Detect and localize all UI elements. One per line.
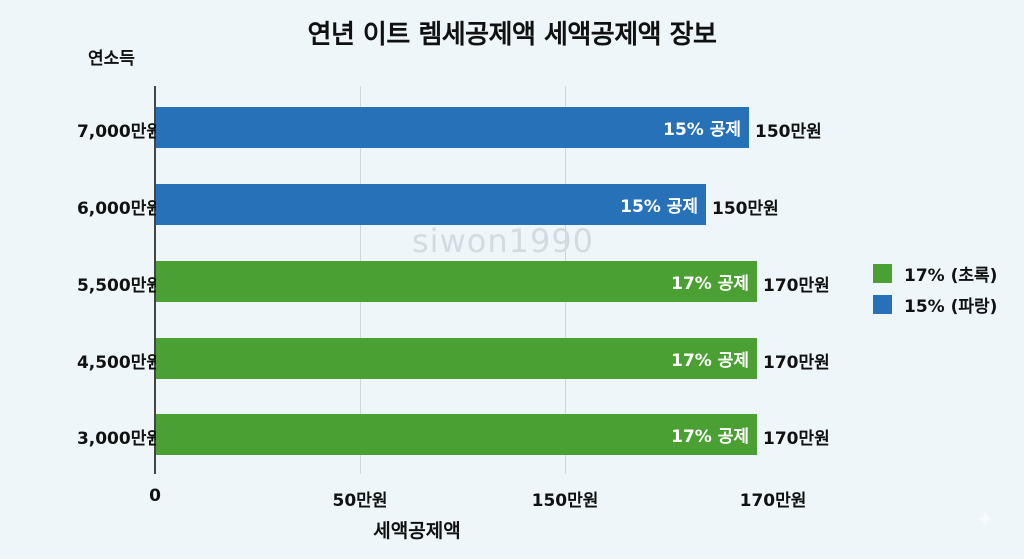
legend-item: 15% (파랑): [873, 291, 997, 318]
bar-value-label: 150만원: [755, 122, 822, 142]
y-axis-title: 연소득: [88, 49, 135, 69]
bar-label: 17% 공제: [671, 274, 749, 294]
bar-label: 15% 공제: [620, 197, 698, 217]
bar: 17% 공제: [156, 261, 757, 302]
bar-value-label: 170만원: [763, 353, 830, 373]
x-axis-title-text: 세액공제액: [373, 520, 461, 542]
bar: 15% 공제: [156, 107, 749, 148]
bar-label: 15% 공제: [663, 120, 741, 140]
legend-item: 17% (초록): [873, 260, 997, 287]
bar-value-label: 150만원: [712, 199, 779, 219]
bar: 15% 공제: [156, 184, 706, 225]
chart-title: 연년 이트 렘세공제액 세액공제액 장보: [307, 20, 717, 50]
legend-swatch-green: [873, 264, 892, 283]
bar-value-label: 170만원: [763, 429, 830, 449]
x-tick-label: 0: [149, 486, 161, 506]
sparkle-icon: ✦: [976, 508, 995, 533]
x-tick-label: 170만원: [739, 491, 807, 511]
category-label: 7,000만원: [76, 122, 162, 142]
x-axis-title: 세액공제액: [0, 516, 1024, 543]
x-tick-label: 50만원: [332, 491, 388, 511]
x-tick-label: 150만원: [531, 491, 599, 511]
bar: 17% 공제: [156, 414, 757, 455]
legend-label: 17% (초록): [904, 266, 998, 286]
bar-label: 17% 공제: [671, 351, 749, 371]
watermark: siwon1990: [412, 222, 595, 260]
legend: 17% (초록) 15% (파랑): [873, 260, 997, 322]
category-label: 6,000만원: [76, 199, 162, 219]
y-axis-line: [154, 86, 156, 474]
bar-value-label: 170만원: [763, 276, 830, 296]
category-label: 3,000만원: [76, 429, 162, 449]
legend-label: 15% (파랑): [904, 297, 998, 317]
category-label: 5,500만원: [76, 276, 162, 296]
category-label: 4,500만원: [76, 353, 162, 373]
bar: 17% 공제: [156, 338, 757, 379]
legend-swatch-blue: [873, 295, 892, 314]
bar-label: 17% 공제: [671, 427, 749, 447]
